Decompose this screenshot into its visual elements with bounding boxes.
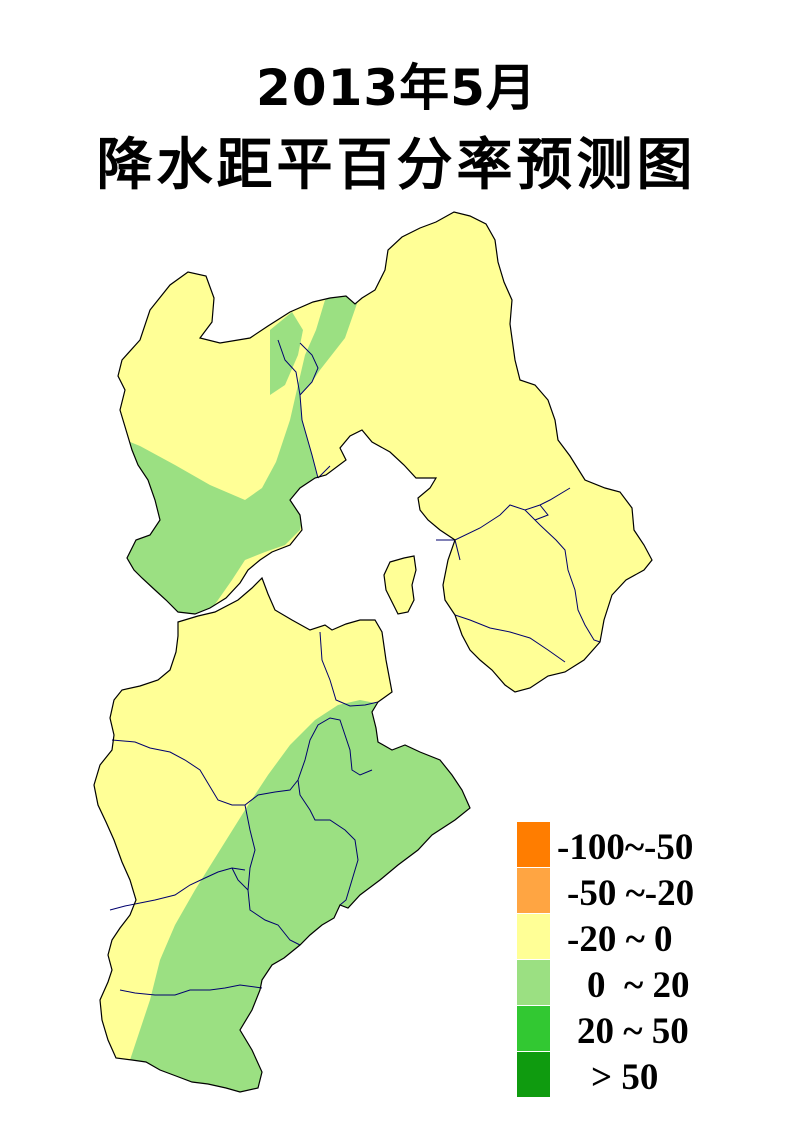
legend-item: > 50	[515, 1052, 775, 1099]
county-boundaries	[109, 339, 601, 996]
legend-item: -50 ~-20	[515, 868, 775, 915]
legend-label: 20 ~ 50	[577, 1011, 689, 1052]
legend-label: -50 ~-20	[567, 873, 695, 914]
map-title-date: 2013年5月	[256, 59, 537, 117]
legend-item: 0 ~ 20	[515, 960, 775, 1007]
legend-swatch	[517, 1006, 550, 1051]
legend-swatch	[517, 1052, 550, 1097]
legend-label: 0 ~ 20	[587, 965, 690, 1006]
legend-label: -100~-50	[557, 827, 694, 868]
legend-label: -20 ~ 0	[567, 919, 673, 960]
province-border	[93, 211, 653, 1093]
legend-swatch	[517, 914, 550, 959]
region-green-north-strip	[270, 312, 303, 395]
region-green-north	[118, 290, 360, 625]
legend-item: -20 ~ 0	[515, 914, 775, 961]
legend-swatch	[517, 868, 550, 913]
map-title: 降水距平百分率预测图	[96, 133, 697, 198]
legend-swatch	[517, 960, 550, 1005]
legend-label: > 50	[591, 1057, 659, 1098]
legend-item: 20 ~ 50	[515, 1006, 775, 1053]
legend-item: -100~-50	[515, 822, 775, 869]
legend-swatch	[517, 822, 550, 867]
